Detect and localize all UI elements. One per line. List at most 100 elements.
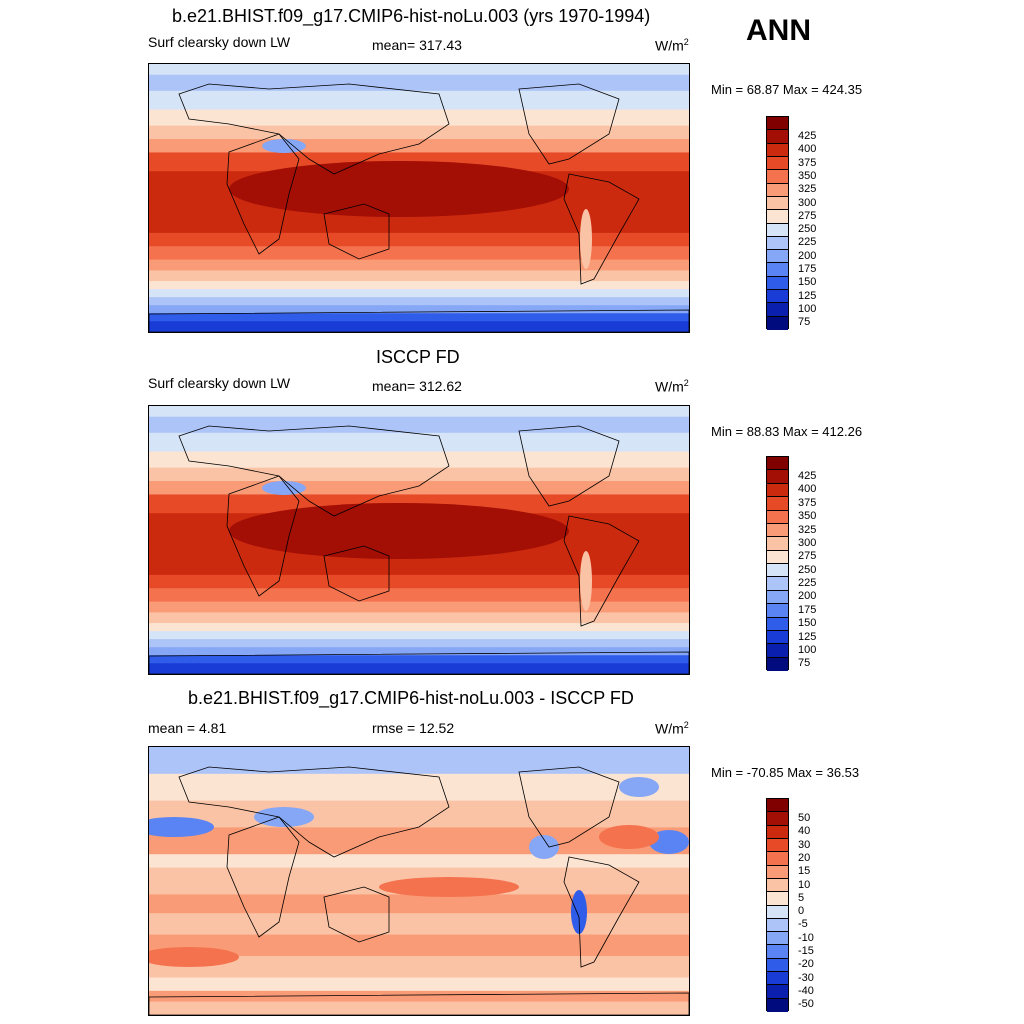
colorbar-tick-label: 325 bbox=[798, 183, 817, 196]
field-band bbox=[149, 64, 689, 76]
colorbar-tick-label: 400 bbox=[798, 483, 817, 496]
field-anomaly bbox=[529, 835, 559, 859]
field-anomaly bbox=[649, 830, 689, 854]
field-band bbox=[149, 270, 689, 282]
colorbar-segment bbox=[767, 644, 788, 658]
colorbar-segment bbox=[767, 236, 788, 251]
colorbar-segment bbox=[767, 617, 788, 631]
field-anomaly bbox=[599, 825, 659, 849]
colorbar-segment bbox=[767, 143, 788, 157]
colorbar-segment bbox=[767, 630, 788, 645]
colorbar-tick-label: 75 bbox=[798, 316, 811, 329]
colorbar-segment bbox=[767, 170, 788, 184]
colorbar-tick-label: 275 bbox=[798, 550, 817, 563]
colorbar-tick-label: -15 bbox=[798, 945, 814, 958]
panel-3-title: b.e21.BHIST.f09_g17.CMIP6-hist-noLu.003 … bbox=[188, 688, 634, 708]
panel-2-map bbox=[148, 405, 690, 675]
coastline bbox=[323, 203, 390, 260]
panel-1-map-field bbox=[149, 64, 689, 332]
colorbar-segment bbox=[767, 130, 788, 144]
field-anomaly bbox=[254, 807, 314, 827]
field-tibet-low bbox=[262, 481, 306, 495]
colorbar-segment bbox=[767, 932, 788, 946]
field-warm-pool bbox=[229, 161, 569, 217]
field-anomaly bbox=[379, 877, 519, 897]
panel-2-mean-label: mean= 312.62 bbox=[372, 378, 462, 394]
colorbar-tick-label: 225 bbox=[798, 236, 817, 249]
panel-3-colorbar bbox=[766, 798, 789, 1012]
colorbar-tick-label: 40 bbox=[798, 825, 811, 838]
colorbar-segment bbox=[767, 510, 788, 524]
colorbar-tick-label: 375 bbox=[798, 496, 817, 509]
colorbar-segment bbox=[767, 825, 788, 839]
colorbar-segment bbox=[767, 196, 788, 211]
field-band bbox=[149, 639, 689, 648]
panel-2-map-field bbox=[149, 406, 689, 674]
coastline bbox=[323, 886, 390, 943]
colorbar-segment bbox=[767, 838, 788, 853]
panel-3-mean-label: mean = 4.81 bbox=[148, 720, 227, 736]
colorbar-tick-label: -10 bbox=[798, 931, 814, 944]
coastline bbox=[178, 83, 450, 175]
field-band bbox=[149, 481, 689, 495]
colorbar-tick-label: 5 bbox=[798, 891, 805, 904]
field-band bbox=[149, 313, 689, 322]
colorbar-segment bbox=[767, 657, 788, 671]
panel-1-title: b.e21.BHIST.f09_g17.CMIP6-hist-noLu.003 … bbox=[172, 6, 651, 26]
colorbar-segment bbox=[767, 250, 788, 264]
field-band bbox=[149, 281, 689, 290]
colorbar-tick-label: 15 bbox=[798, 865, 811, 878]
coastline bbox=[149, 309, 689, 332]
colorbar-segment bbox=[767, 985, 788, 999]
field-andes-low bbox=[580, 209, 592, 269]
colorbar-tick-label: 0 bbox=[798, 905, 805, 918]
field-tibet-low bbox=[262, 139, 306, 153]
field-band bbox=[149, 246, 689, 261]
colorbar-segment bbox=[767, 564, 788, 578]
colorbar-tick-label: 275 bbox=[798, 209, 817, 222]
colorbar-tick-label: 150 bbox=[798, 276, 817, 289]
field-band bbox=[149, 416, 689, 434]
panel-1-variable-label: Surf clearsky down LW bbox=[148, 34, 291, 50]
colorbar-tick-label: -30 bbox=[798, 971, 814, 984]
field-band bbox=[149, 74, 689, 92]
coastline bbox=[226, 816, 300, 938]
colorbar-segment bbox=[767, 878, 788, 893]
colorbar-segment bbox=[767, 812, 788, 826]
colorbar-segment bbox=[767, 316, 788, 330]
coastline bbox=[226, 133, 300, 255]
field-band bbox=[149, 854, 689, 869]
colorbar-segment bbox=[767, 457, 788, 471]
panel-1-minmax: Min = 68.87 Max = 424.35 bbox=[711, 82, 863, 97]
field-band bbox=[149, 623, 689, 632]
colorbar-tick-label: 350 bbox=[798, 169, 817, 182]
colorbar-tick-label: 325 bbox=[798, 523, 817, 536]
field-band bbox=[149, 451, 689, 469]
field-band bbox=[149, 990, 689, 1003]
field-band bbox=[149, 934, 689, 957]
coastline bbox=[518, 425, 620, 507]
colorbar-tick-label: 375 bbox=[798, 156, 817, 169]
field-band bbox=[149, 977, 689, 992]
panel-3-rmse-label: rmse = 12.52 bbox=[372, 720, 455, 736]
field-band bbox=[149, 432, 689, 453]
colorbar-segment bbox=[767, 905, 788, 919]
field-band bbox=[149, 1001, 689, 1015]
coastline bbox=[178, 425, 450, 517]
panel-3-units: W/m2 bbox=[655, 720, 689, 737]
panel-2-minmax: Min = 88.83 Max = 412.26 bbox=[711, 424, 863, 439]
colorbar-tick-label: 150 bbox=[798, 617, 817, 630]
colorbar-segment bbox=[767, 892, 788, 906]
colorbar-segment bbox=[767, 523, 788, 538]
colorbar-tick-label: 125 bbox=[798, 630, 817, 643]
field-andes-low bbox=[580, 551, 592, 611]
colorbar-tick-label: 10 bbox=[798, 878, 811, 891]
colorbar-tick-label: 100 bbox=[798, 303, 817, 316]
field-band bbox=[149, 773, 689, 802]
colorbar-segment bbox=[767, 972, 788, 986]
colorbar-segment bbox=[767, 210, 788, 224]
field-band bbox=[149, 214, 689, 234]
field-band bbox=[149, 612, 689, 624]
colorbar-segment bbox=[767, 865, 788, 879]
colorbar-tick-label: 400 bbox=[798, 143, 817, 156]
